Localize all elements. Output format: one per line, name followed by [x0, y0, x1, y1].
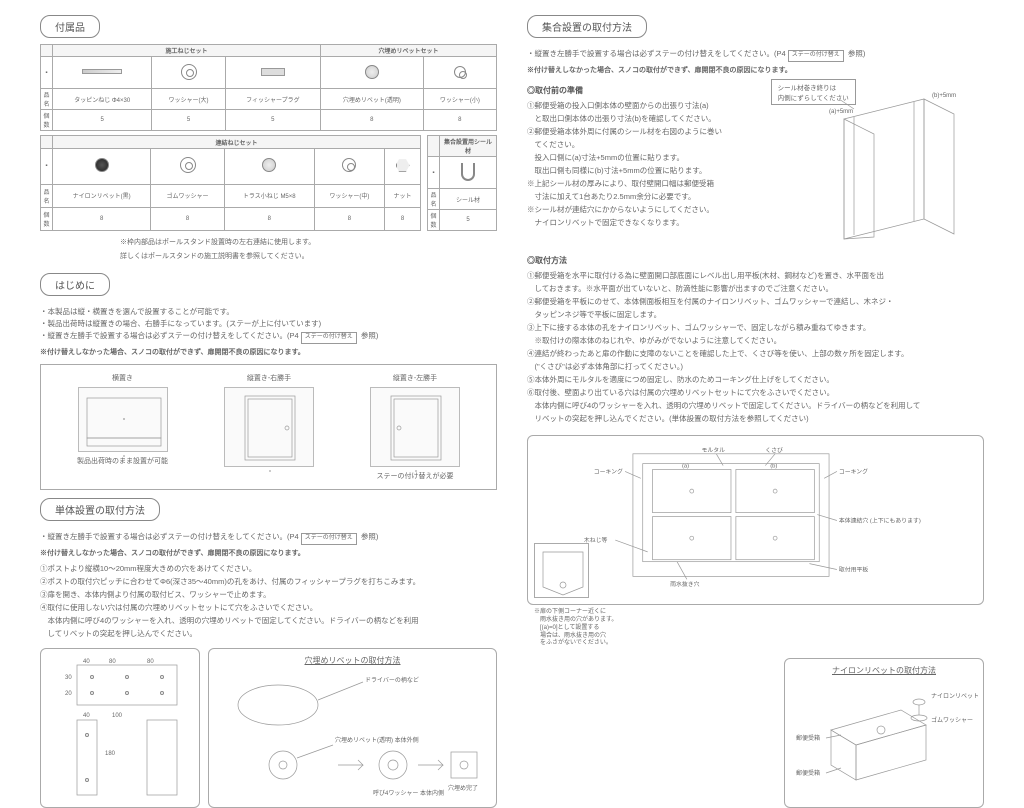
group-warning: ※付け替えしなかった場合、スノコの取付ができず、扉開閉不良の原因になります。 — [527, 66, 984, 77]
svg-text:郵便受箱: 郵便受箱 — [796, 734, 820, 742]
svg-text:雨水抜き穴: 雨水抜き穴 — [670, 580, 700, 588]
section-group-title: 集合設置の取付方法 — [527, 15, 647, 38]
intro-bullets: 本製品は縦・横置きを選んで設置することが可能です。 製品出荷時は縦置きの場合、右… — [40, 306, 497, 344]
rivet-method-title: 穴埋めリベットの取付方法 — [215, 655, 490, 666]
dimension-sketch: 40 80 80 30 20 40 100 180 — [40, 648, 200, 808]
screw-icon — [82, 69, 122, 74]
svg-text:(b): (b) — [770, 464, 777, 470]
method-heading: ◎取付方法 — [527, 255, 984, 266]
orient-vl-title: 縦置き-左勝手 — [370, 373, 460, 383]
prep-steps: ①郵便受箱の投入口側本体の壁面からの出張り寸法(a) と取出口側本体の出張り寸法… — [527, 100, 765, 229]
nylon-rivet-box: ナイロンリベットの取付方法 ナイロンリベット(黒) ゴムワッシャー 郵便受箱 郵… — [784, 658, 984, 808]
left-column: 付属品 施工ねじセット 穴埋めリベットセット ▪ 品名 タッピンねじ Φ4×30… — [40, 15, 497, 808]
callout-stay-2: ステーの付け替え — [301, 533, 357, 545]
section-intro-title: はじめに — [40, 273, 110, 296]
svg-text:100: 100 — [112, 713, 123, 719]
svg-text:コーキング: コーキング — [839, 468, 868, 476]
prep-heading: ◎取付前の準備 — [527, 85, 765, 96]
svg-text:80: 80 — [109, 659, 116, 665]
orient-h-box — [78, 387, 168, 452]
svg-text:本体連結穴 (上下にもあります): 本体連結穴 (上下にもあります) — [839, 517, 921, 525]
washer-mid-icon — [342, 158, 356, 172]
parts-set1-label: 施工ねじセット — [53, 45, 321, 57]
parts-note-1: ※枠内部品はポールスタンド設置時の左右連結に使用します。 — [120, 238, 497, 249]
method-steps: ①郵便受箱を水平に取付ける為に壁面開口部底面にレベル出し用平板(木材、鋼材など)… — [527, 270, 984, 425]
single-warning: ※付け替えしなかった場合、スノコの取付ができず、扉開閉不良の原因になります。 — [40, 549, 497, 560]
washer-large-icon — [181, 64, 197, 80]
svg-text:コーキング: コーキング — [594, 468, 623, 476]
section-parts-title: 付属品 — [40, 15, 100, 38]
rubber-washer-icon — [180, 157, 196, 173]
single-steps: ①ポストより縦横10〜20mm程度大きめの穴をあけてください。 ②ポストの取付穴… — [40, 563, 497, 640]
nylon-title: ナイロンリベットの取付方法 — [791, 665, 977, 676]
rain-hole-inset — [534, 543, 589, 598]
svg-text:モルタル: モルタル — [702, 446, 726, 454]
washer-small-icon — [454, 66, 466, 78]
corner-note: ※扉の下側コーナー近くに 雨水抜き用の穴があります。 [(a)=0]として設置す… — [534, 609, 617, 648]
svg-text:穴埋め完了: 穴埋め完了 — [448, 784, 478, 792]
iso-diagram: シール材巻き終りは 内側にずらしてください (b)+5mm (a)+5mm — [771, 79, 984, 249]
svg-text:40: 40 — [83, 659, 90, 665]
single-bullet: 縦置き左勝手で設置する場合は必ずステーの付け替えをしてください。(P4ステーの付… — [40, 531, 497, 545]
nut-icon — [396, 158, 410, 172]
svg-text:(b)+5mm: (b)+5mm — [932, 93, 956, 99]
orient-vr-box — [224, 387, 314, 467]
svg-text:80: 80 — [147, 659, 154, 665]
svg-text:30: 30 — [65, 675, 72, 681]
callout-stay-3: ステーの付け替え — [788, 50, 844, 62]
svg-text:呼び4ワッシャー 本体内側: 呼び4ワッシャー 本体内側 — [373, 789, 444, 797]
single-diagrams: 40 80 80 30 20 40 100 180 穴埋めリベットの取付方法 ドライバー… — [40, 648, 497, 808]
svg-text:くさび: くさび — [765, 446, 783, 454]
svg-text:20: 20 — [65, 691, 72, 697]
truss-screw-icon — [262, 158, 276, 172]
orient-vl-box — [370, 387, 460, 467]
svg-text:取付用平板: 取付用平板 — [839, 566, 869, 574]
rivet-clear-icon — [365, 65, 379, 79]
plug-icon — [261, 68, 285, 76]
parts-table-2: 連結ねじセット ▪ 品名 ナイロンリベット(黒) ゴムワッシャー トラス小ねじ … — [40, 135, 421, 231]
svg-text:180: 180 — [105, 751, 116, 757]
orient-vr-title: 縦置き-右勝手 — [224, 373, 314, 383]
svg-text:穴埋めリベット(透明) 本体外側: 穴埋めリベット(透明) 本体外側 — [335, 736, 419, 744]
rivet-method-box: 穴埋めリベットの取付方法 ドライバーの柄など 穴埋めリベット(透明) 本体外側 … — [208, 648, 497, 808]
orient-h-title: 横置き — [77, 373, 168, 383]
parts-note-2: 詳しくはポールスタンドの施工説明書を参照してください。 — [120, 252, 497, 263]
svg-text:郵便受箱: 郵便受箱 — [796, 769, 820, 777]
parts-set3-label: 連結ねじセット — [53, 136, 421, 149]
parts-set2-label: 穴埋めリベットセット — [321, 45, 497, 57]
section-single-title: 単体設置の取付方法 — [40, 498, 160, 521]
parts-set4-label: 集合設置用シール材 — [440, 136, 497, 157]
svg-text:(a): (a) — [682, 464, 689, 470]
parts-table-seal: 集合設置用シール材 ▪ 品名シール材 個数5 — [427, 135, 497, 231]
cross-section-diagram: モルタル くさび コーキング コーキング (a) (b) 木ねじ等 本体連結穴 … — [527, 435, 984, 605]
svg-text:(a)+5mm: (a)+5mm — [829, 109, 853, 115]
parts-table-1: 施工ねじセット 穴埋めリベットセット ▪ 品名 タッピンねじ Φ4×30 ワッシ… — [40, 44, 497, 131]
intro-warning: ※付け替えしなかった場合、スノコの取付ができず、扉開閉不良の原因になります。 — [40, 348, 497, 359]
nylon-rivet-icon — [95, 158, 109, 172]
right-column: 集合設置の取付方法 縦置き左勝手で設置する場合は必ずステーの付け替えをしてくださ… — [527, 15, 984, 808]
svg-text:ゴムワッシャー: ゴムワッシャー — [931, 716, 973, 724]
svg-text:ナイロンリベット(黒): ナイロンリベット(黒) — [931, 693, 979, 700]
callout-stay-1: ステーの付け替え — [301, 332, 357, 344]
orientation-diagrams: 横置き 製品出荷時のまま設置が可能 縦置き-右勝手 縦置き-左勝手 ステーの付け… — [40, 364, 497, 490]
svg-text:ドライバーの柄など: ドライバーの柄など — [365, 676, 419, 684]
seal-icon — [461, 163, 475, 181]
svg-text:40: 40 — [83, 713, 90, 719]
